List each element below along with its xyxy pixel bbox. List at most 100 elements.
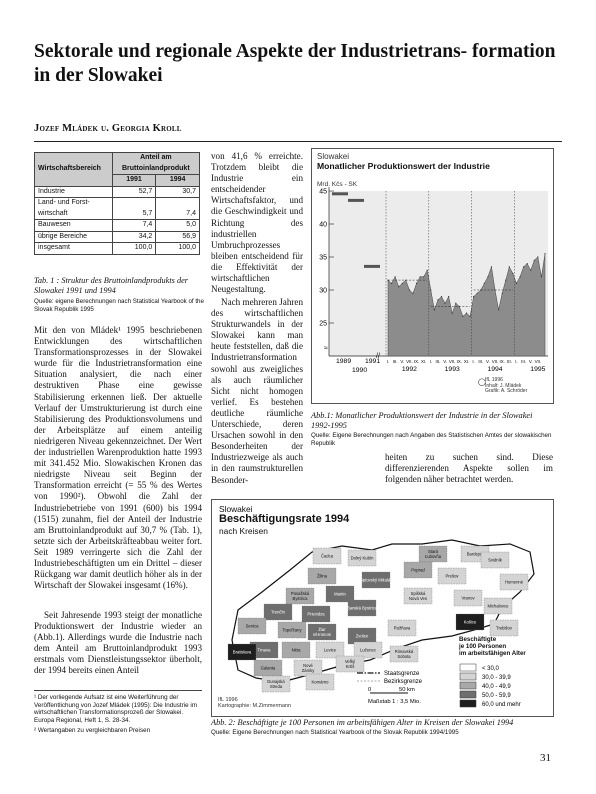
chart-1-data-point — [408, 289, 411, 291]
chart-1-source: Quelle: Eigene Berechnungen nach Angaben… — [311, 432, 552, 447]
map-legend-swatch — [459, 690, 477, 699]
chart-1-data-point — [433, 309, 435, 311]
table-cell: Industrie — [34, 185, 113, 198]
map-district-area — [227, 643, 257, 661]
map-district-area — [455, 613, 485, 631]
chart-1-annual-bar — [364, 264, 380, 268]
map-district-label: Rožňava — [394, 626, 411, 631]
table-cell: 5,0 — [155, 219, 200, 232]
map-district-label: Zvolen — [356, 634, 369, 639]
chart-1-data-point — [522, 266, 525, 268]
chart-1-data-point — [430, 289, 432, 291]
map-legend-label: < 30,0 — [482, 666, 500, 672]
chart-1-data-point — [398, 286, 400, 288]
table-row: Bauwesen 7,4 5,0 — [34, 219, 200, 232]
map-district-area — [361, 571, 391, 589]
chart-1-data-point — [437, 299, 439, 301]
chart-1-data-point — [462, 315, 464, 317]
chart-1-data-point — [537, 256, 539, 258]
map-district-label: Vranov — [461, 596, 475, 601]
table-cell: 100,0 — [155, 242, 200, 255]
chart-1-y-tick-label: 35 — [319, 255, 327, 262]
chart-1-data-point — [508, 266, 510, 268]
chart-1-data-point — [465, 312, 468, 314]
table-row: insgesamt 100,0 100,0 — [34, 242, 200, 255]
map-district-area — [307, 623, 337, 641]
chart-1-credit-1: IfL 1996 — [485, 377, 503, 383]
table-1: Wirtschaftsbereich Anteil am Bruttoinlan… — [34, 152, 201, 255]
table-cell: 5,7 — [111, 197, 157, 220]
map-district-label: Dunajská — [267, 679, 285, 684]
chart-1-data-point — [505, 279, 507, 281]
table-cell: übrige Bereiche — [34, 230, 113, 243]
map-district-area — [387, 619, 417, 637]
map-scale-km: 50 km — [399, 687, 415, 693]
chart-1-month-label: V. — [443, 359, 447, 364]
chart-1-year-label: 1989 — [336, 358, 351, 365]
chart-1-axis-break-mark: ≈ — [324, 345, 328, 352]
map-credit-1: IfL 1996 — [218, 697, 238, 703]
map-district-label: Liptovský Mikuláš — [360, 578, 393, 583]
map-legend-swatch — [459, 663, 477, 672]
table-header-group: Anteil am Bruttoinlandprodukt — [111, 152, 201, 175]
map-district-area — [353, 641, 383, 659]
map-district-area — [347, 599, 377, 617]
chart-1-month-label: I. — [387, 359, 389, 364]
map-district-area — [277, 621, 307, 639]
map-legend-label: 60,0 und mehr — [482, 702, 521, 708]
chart-1-data-point — [451, 312, 453, 314]
table-cell: 7,4 — [155, 197, 200, 220]
chart-1-data-point — [476, 292, 478, 294]
chart-1-axis-break-mark: // — [376, 353, 380, 360]
chart-1-data-point — [426, 269, 428, 271]
map-district-label: Trnava — [258, 648, 272, 653]
map-district-area — [315, 641, 345, 659]
map-district-label: Nitra — [292, 648, 302, 653]
map-legend-label: 50,0 - 59,9 — [482, 693, 511, 699]
map-district-label: n/Hronom — [313, 632, 332, 637]
map-district-label: Ľubovňa — [425, 554, 442, 559]
chart-1-month-label: VII. — [449, 359, 456, 364]
chart-1-y-tick-label: 30 — [319, 288, 327, 295]
map-district-area — [480, 551, 510, 569]
chart-1-data-point — [501, 292, 503, 294]
map-scale-zero: 0 — [368, 687, 371, 693]
map-district-label: Košice — [464, 620, 477, 625]
table-row: Industrie 52,7 30,7 — [34, 185, 200, 198]
chart-1-month-label: XI. — [421, 359, 426, 364]
article-authors: Jozef Mládek u. Georgia Kroll — [34, 123, 182, 134]
table-cell: 7,4 — [111, 219, 157, 232]
chart-1-data-point — [401, 282, 403, 284]
map-title: Beschäftigungsrate 1994 — [219, 513, 350, 525]
map-district-label: Michalovce — [488, 604, 510, 609]
map-district-label: Galanta — [261, 666, 276, 671]
map-district-area — [418, 545, 448, 563]
table-header-year: 1991 — [111, 174, 157, 187]
chart-1-data-point — [412, 292, 414, 294]
chart-1-logo-mark: ◯ — [478, 378, 486, 386]
chart-1-month-label: VII. — [406, 359, 413, 364]
map-district-label: Bratislava — [233, 650, 252, 655]
chart-1-year-label: 1992 — [402, 366, 417, 373]
map-region: Slowakei — [219, 504, 253, 514]
map-source: Quelle: Eigene Berechnungen nach Statist… — [211, 729, 459, 736]
chart-1-month-label: I. — [515, 359, 517, 364]
map-district-label: Veľký — [345, 659, 356, 664]
map-district-label: Lučenec — [360, 648, 376, 653]
chart-1-data-point — [498, 309, 500, 311]
map-credit: IfL 1996 Kartographie: M.Zimmermann — [218, 697, 291, 709]
chart-1-month-label: XI. — [464, 359, 469, 364]
chart-1-caption: Abb.1: Monatlicher Produktionswert der I… — [311, 411, 533, 430]
chart-1-data-point — [512, 272, 514, 275]
chart-1-data-point — [483, 282, 485, 284]
chart-1-month-label: III. — [393, 359, 398, 364]
map-district-label: Krtíš — [346, 664, 355, 669]
map-district-label: Topoľčany — [282, 628, 302, 633]
map-district-area — [389, 645, 419, 663]
map-district-area — [263, 603, 293, 621]
map-district-area — [437, 567, 467, 585]
footnote-1: ¹ Der vorliegende Aufsatz ist eine Weite… — [34, 694, 197, 724]
chart-1-month-label: V. — [400, 359, 404, 364]
chart-1-annual-bar — [332, 192, 348, 196]
body-col1-para2: Seit Jahresende 1993 steigt der monatlic… — [34, 610, 202, 676]
